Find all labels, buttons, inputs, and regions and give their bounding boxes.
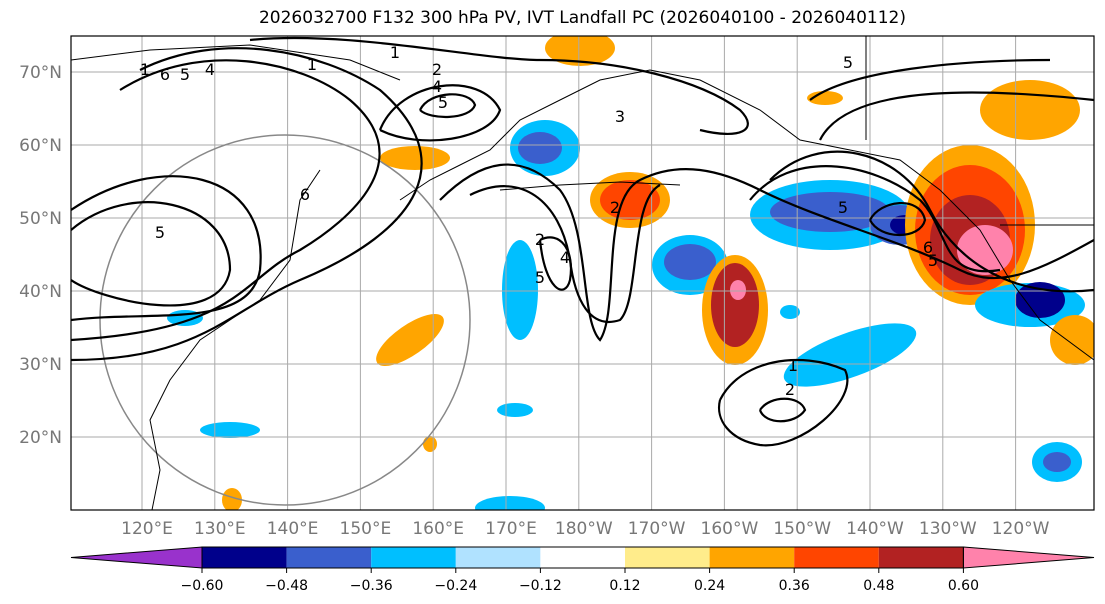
contour-label: 2 [535, 230, 545, 249]
contour-label: 5 [535, 268, 545, 287]
contour-label: 1 [788, 356, 798, 375]
lon-tick-label: 160°W [701, 519, 759, 539]
lat-tick-label: 60°N [19, 136, 62, 156]
contour-label: 2 [432, 60, 442, 79]
lon-tick-label: 170°E [485, 519, 537, 539]
lat-tick-label: 30°N [19, 355, 62, 375]
colorbar-tick-label: −0.60 [181, 578, 224, 594]
contour-label: 4 [205, 60, 215, 79]
colorbar: −0.60 −0.48 −0.36 −0.24 −0.12 0.12 0.24 0.36 0.4… [70, 546, 1095, 594]
colorbar-extend-min [70, 546, 203, 569]
lat-tick-label: 50°N [19, 209, 62, 229]
colorbar-segment [455, 547, 541, 568]
contour-label: 5 [843, 53, 853, 72]
colorbar-segment [202, 547, 287, 568]
colorbar-segment [625, 547, 710, 568]
contour-label: 1 [307, 55, 317, 74]
colorbar-tick-label: −0.36 [350, 578, 393, 594]
colorbar-tick-label: 0.60 [948, 578, 979, 594]
lat-tick-label: 40°N [19, 282, 62, 302]
lon-tick-label: 130°W [919, 519, 977, 539]
lon-tick-label: 120°W [992, 519, 1050, 539]
lon-tick-label: 170°W [628, 519, 686, 539]
colorbar-segment [709, 547, 795, 568]
lon-tick-label: 140°E [267, 519, 319, 539]
lon-tick-label: 130°E [194, 519, 246, 539]
contour-label: 6 [160, 65, 170, 84]
lon-tick-label: 150°W [773, 519, 831, 539]
colorbar-extend-max [962, 546, 1095, 569]
contour-label: 2 [785, 380, 795, 399]
colorbar-segment [878, 547, 964, 568]
lon-tick-label: 160°E [412, 519, 464, 539]
contour-label: 4 [560, 248, 570, 267]
chart-title: 2026032700 F132 300 hPa PV, IVT Landfall… [258, 8, 906, 28]
contour-label: 3 [615, 107, 625, 126]
lon-tick-label: 140°W [846, 519, 904, 539]
colorbar-tick-label: −0.24 [434, 578, 477, 594]
contour-label: 6 [923, 238, 933, 257]
contour-label: 5 [180, 65, 190, 84]
contour-label: 5 [928, 251, 938, 270]
colorbar-outline [201, 546, 964, 569]
colorbar-segment [371, 547, 456, 568]
contour-label: 2 [610, 198, 620, 217]
lon-tick-label: 150°E [340, 519, 392, 539]
contour-label: 4 [432, 77, 442, 96]
colorbar-segment [286, 547, 372, 568]
map-frame [70, 35, 1095, 511]
colorbar-tick-label: 0.24 [694, 578, 725, 594]
contour-label: 5 [438, 93, 448, 112]
lat-tick-label: 70°N [19, 63, 62, 83]
range-circle [99, 134, 471, 506]
colorbar-tick-label: −0.12 [519, 578, 562, 594]
lat-tick-label: 20°N [19, 428, 62, 448]
lon-tick-label: 180°W [555, 519, 613, 539]
coastlines [71, 36, 1094, 510]
colorbar-tick-label: 0.12 [609, 578, 640, 594]
contour-label: 1 [390, 43, 400, 62]
colorbar-segment [794, 547, 879, 568]
colorbar-segment [540, 547, 625, 568]
contour-label: 5 [838, 198, 848, 217]
lon-tick-label: 120°E [121, 519, 173, 539]
contour-label: 6 [300, 185, 310, 204]
pv-contours [71, 36, 1094, 447]
contour-label: 5 [155, 223, 165, 242]
colorbar-tick-label: 0.36 [779, 578, 810, 594]
colorbar-tick-label: 0.48 [863, 578, 894, 594]
contour-label: 1 [140, 60, 150, 79]
colorbar-tick-label: −0.48 [265, 578, 308, 594]
